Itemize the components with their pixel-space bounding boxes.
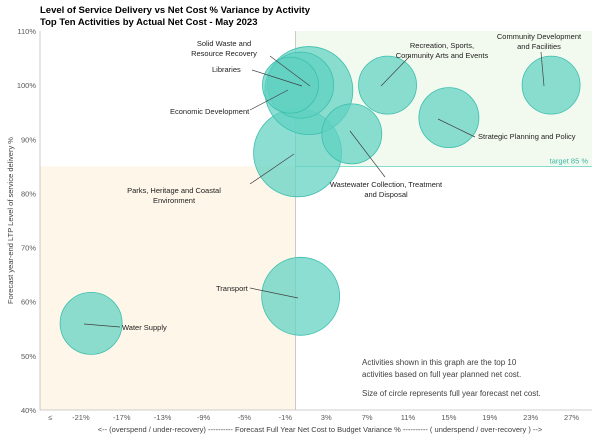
leader-line (249, 89, 289, 111)
leader-line (83, 323, 121, 328)
leader-line (249, 287, 299, 299)
x-tick-label: -21% (72, 413, 90, 422)
bubble-label: Transport (216, 284, 249, 293)
leader-line (249, 153, 295, 185)
y-axis-ticks: 40% 50% 60% 70% 80% 90% 100% 110% (17, 27, 37, 415)
bubble-label-line: Libraries (212, 65, 241, 74)
bubble-label: Solid Waste and Resource Recovery (191, 39, 257, 58)
x-tick-label: 11% (401, 413, 416, 422)
x-tick-label: ≤ (48, 413, 52, 422)
x-axis-ticks: ≤ -21% -17% -13% -9% -5% -1% 3% 7% 11% 15% 19% 23% 27… (48, 413, 579, 422)
bubble-label-line: Strategic Planning and Policy (478, 132, 576, 141)
x-tick-label: 27% (564, 413, 579, 422)
y-tick-label: 90% (21, 135, 36, 144)
target-label: target 85 % (550, 156, 589, 165)
leader-line (269, 55, 311, 87)
x-tick-label: -5% (238, 413, 252, 422)
bubble (262, 56, 319, 114)
y-axis-label: Forecast year-end LTP Level of service d… (6, 137, 15, 304)
bubble-label-line: Transport (216, 284, 249, 293)
x-tick-label: 15% (441, 413, 456, 422)
leader-line (349, 130, 386, 178)
quadrant-lower-left (40, 166, 296, 410)
bubble (358, 55, 417, 115)
bubble-label-line: Water Supply (122, 323, 167, 332)
chart-title: Level of Service Delivery vs Net Cost % … (40, 5, 311, 16)
bubble-label-line: Resource Recovery (191, 49, 257, 58)
x-tick-label: -1% (279, 413, 293, 422)
bubble-label-line: Community Development (497, 32, 582, 41)
bubble-label: Community Development and Facilities (497, 32, 582, 51)
bubble-label-line: Economic Development (170, 107, 250, 116)
bubble-label: Water Supply (122, 323, 167, 332)
x-axis-label: <-- (overspend / under-recovery) -------… (98, 425, 543, 434)
chart-note: Activities shown in this graph are the t… (362, 358, 517, 367)
y-tick-label: 40% (21, 406, 36, 415)
bubble-label: Libraries (212, 65, 241, 74)
x-tick-label: 19% (482, 413, 497, 422)
bubble-label: Strategic Planning and Policy (478, 132, 576, 141)
target-line-group: target 85 % (295, 156, 592, 167)
x-tick-label: 23% (523, 413, 538, 422)
bubble-label: Parks, Heritage and Coastal Environment (127, 186, 221, 205)
chart-notes: Activities shown in this graph are the t… (362, 358, 541, 398)
bubble-label-layer: Parks, Heritage and Coastal Environment So… (83, 32, 582, 332)
bubble-label-line: Recreation, Sports, (410, 41, 474, 50)
bubble-label-line: Environment (153, 196, 196, 205)
x-tick-label: 3% (321, 413, 332, 422)
bubble-layer (59, 46, 581, 355)
y-tick-label: 60% (21, 298, 36, 307)
chart-note: activities based on full year planned ne… (362, 370, 521, 379)
x-tick-label: 7% (362, 413, 373, 422)
bubble-label-line: Solid Waste and (197, 39, 251, 48)
bubble (261, 256, 341, 336)
bubble-label-line: Wastewater Collection, Treatment (330, 180, 443, 189)
leader-line (540, 51, 545, 87)
bubble-label-line: Parks, Heritage and Coastal (127, 186, 221, 195)
y-tick-label: 80% (21, 189, 36, 198)
chart-subtitle: Top Ten Activities by Actual Net Cost - … (40, 17, 258, 28)
bubble (521, 55, 581, 115)
leader-line (380, 55, 411, 87)
bubble-label: Economic Development (170, 107, 250, 116)
bubble (418, 87, 480, 149)
chart-note: Size of circle represents full year fore… (362, 389, 541, 398)
y-tick-label: 110% (17, 27, 36, 36)
bubble-label-line: Community Arts and Events (396, 51, 489, 60)
leader-line (437, 118, 476, 138)
leader-line (251, 69, 303, 87)
y-tick-label: 100% (17, 81, 37, 90)
x-tick-label: -9% (197, 413, 211, 422)
bubble-label: Wastewater Collection, Treatment and Disp… (330, 180, 443, 199)
bubble (59, 291, 123, 355)
bubble-label-line: and Disposal (364, 190, 408, 199)
y-tick-label: 50% (21, 352, 36, 361)
bubble-label-line: and Facilities (517, 42, 561, 51)
x-tick-label: -17% (113, 413, 131, 422)
y-tick-label: 70% (21, 244, 36, 253)
x-tick-label: -13% (154, 413, 172, 422)
bubble-label: Recreation, Sports, Community Arts and Ev… (396, 41, 489, 60)
